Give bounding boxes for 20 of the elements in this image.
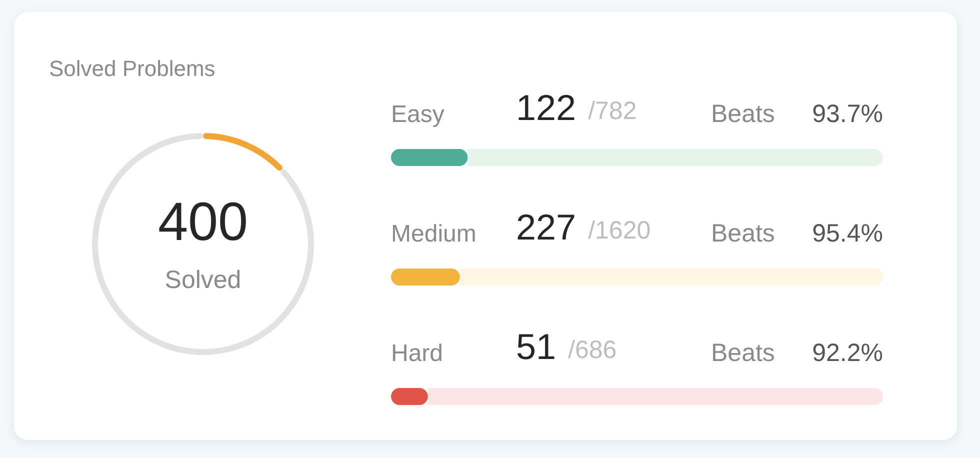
chart-title: Solved Problems bbox=[49, 56, 216, 81]
data-label: 400 bbox=[158, 192, 248, 252]
annotation: 51 bbox=[516, 326, 556, 367]
annotation: 93.7% bbox=[812, 100, 883, 128]
annotation: Beats bbox=[711, 339, 775, 367]
annotation: 95.4% bbox=[812, 220, 883, 248]
annotation: /782 bbox=[588, 97, 637, 125]
annotation: /686 bbox=[568, 336, 617, 364]
donut-slice bbox=[92, 133, 314, 355]
y-tick-label: Easy bbox=[391, 101, 444, 128]
y-tick-label: Hard bbox=[391, 340, 444, 367]
slice-label: Solved bbox=[164, 266, 242, 294]
annotation: Beats bbox=[711, 100, 775, 128]
annotation: /1620 bbox=[588, 216, 651, 244]
annotation: 227 bbox=[516, 206, 576, 248]
annotation: Beats bbox=[711, 220, 775, 248]
annotation: 122 bbox=[516, 87, 576, 128]
donut-slice bbox=[203, 133, 282, 171]
annotation: 92.2% bbox=[812, 339, 883, 367]
y-tick-label: Medium bbox=[391, 220, 476, 248]
